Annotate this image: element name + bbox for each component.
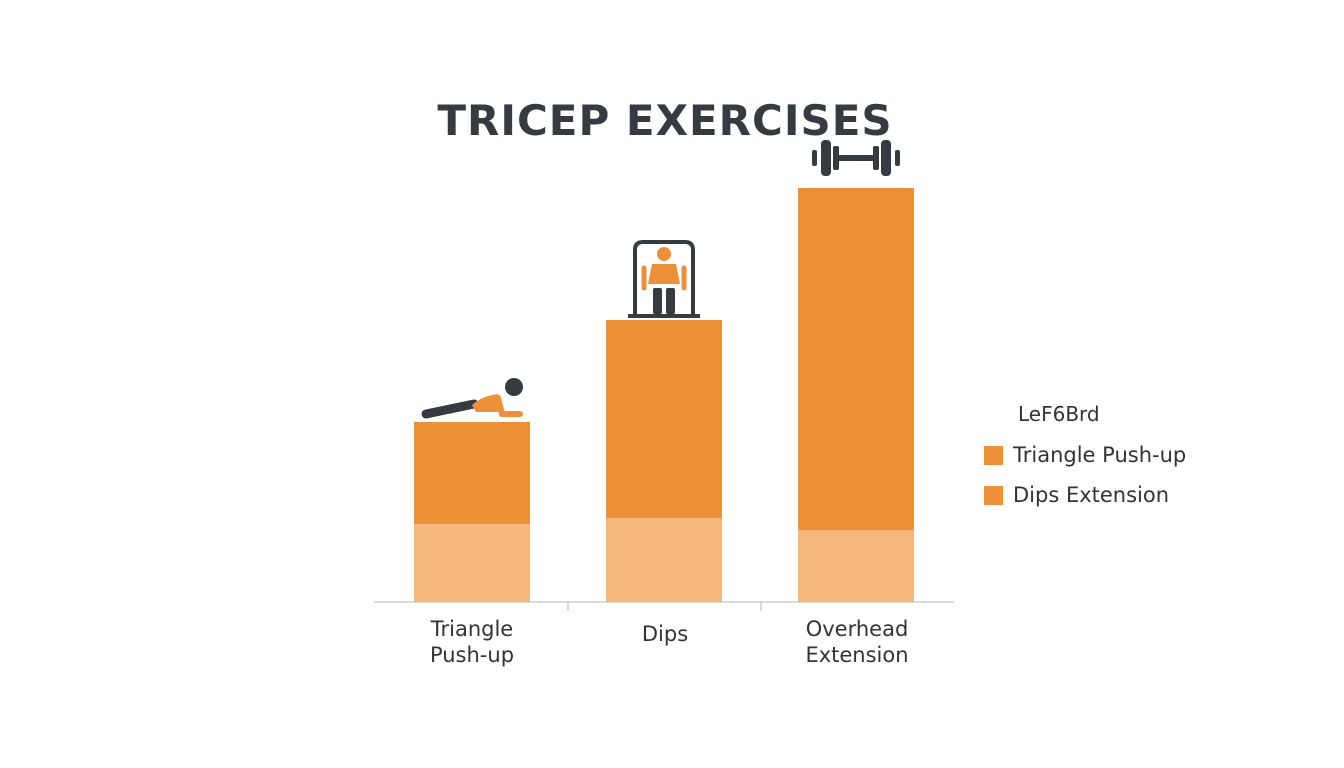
dumbbell-icon [812,140,900,176]
bar-main-1 [606,320,722,518]
legend-swatch [984,485,1003,505]
bar-base-2 [798,530,914,602]
category-label-triangle-push-up: Triangle Push-up [429,617,515,667]
category-label-overhead-extension: Overhead Extension [805,617,909,667]
chart-title: TRICEP EXERCISES [437,96,893,145]
bar-main-2 [798,188,914,530]
legend-label: Dips Extension [1013,483,1170,507]
legend-item-triangle-push-up: Triangle Push-up [984,442,1186,468]
bar-base-1 [606,518,722,602]
bar-base-0 [414,524,530,602]
legend-title: LeF6Brd [1018,402,1100,426]
legend-label: Triangle Push-up [1013,443,1187,467]
legend: LeF6Brd Triangle Push-up Dips Extension [984,402,1186,508]
legend-item-dips-extension: Dips Extension [984,482,1186,508]
dips-icon [628,240,700,318]
category-label-dips: Dips [641,622,689,646]
bar-main-0 [414,422,530,524]
push-up-icon [421,378,523,419]
legend-swatch [984,445,1003,465]
